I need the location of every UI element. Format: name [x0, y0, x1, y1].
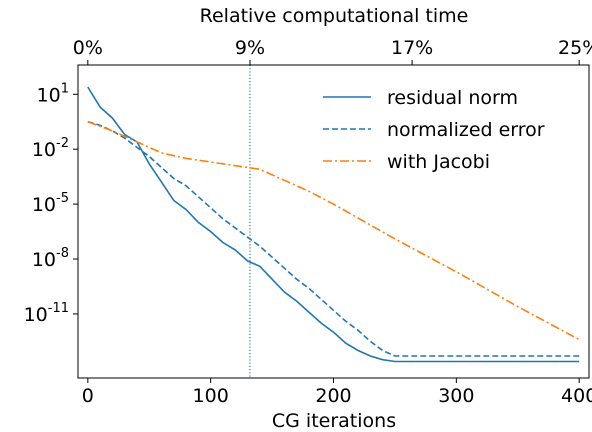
legend-label-3: with Jacobi — [387, 151, 490, 173]
x-tick-label: 400 — [561, 385, 592, 407]
y-tick-label: 101 — [37, 81, 69, 106]
x-axis-title: CG iterations — [272, 410, 396, 432]
y-tick-label: 10-5 — [32, 191, 69, 216]
x-tick-label: 100 — [193, 385, 229, 407]
top-tick-label: 17% — [391, 37, 433, 59]
y-tick-label: 10-2 — [32, 136, 69, 161]
top-tick-label: 9% — [235, 37, 265, 59]
plot-frame — [77, 64, 590, 379]
top-tick-label: 0% — [73, 37, 103, 59]
series-line-1 — [87, 86, 580, 363]
series-line-2 — [87, 120, 580, 357]
x-tick-label: 200 — [315, 385, 351, 407]
top-tick-label: 25% — [558, 37, 592, 59]
plot-area: 0 100 200 300 400 0% 9% 17% 25% 101 10-2 10-5 10-8 10… — [24, 37, 592, 407]
top-axis-title: Relative computational time — [200, 5, 469, 27]
y-tick-label: 10-11 — [24, 301, 69, 326]
x-tick-label: 300 — [438, 385, 474, 407]
legend-label-2: normalized error — [387, 119, 545, 141]
series-line-3 — [87, 120, 580, 341]
y-tick-label: 10-8 — [32, 246, 69, 271]
x-tick-label: 0 — [82, 385, 94, 407]
legend-label-1: residual norm — [387, 87, 518, 109]
